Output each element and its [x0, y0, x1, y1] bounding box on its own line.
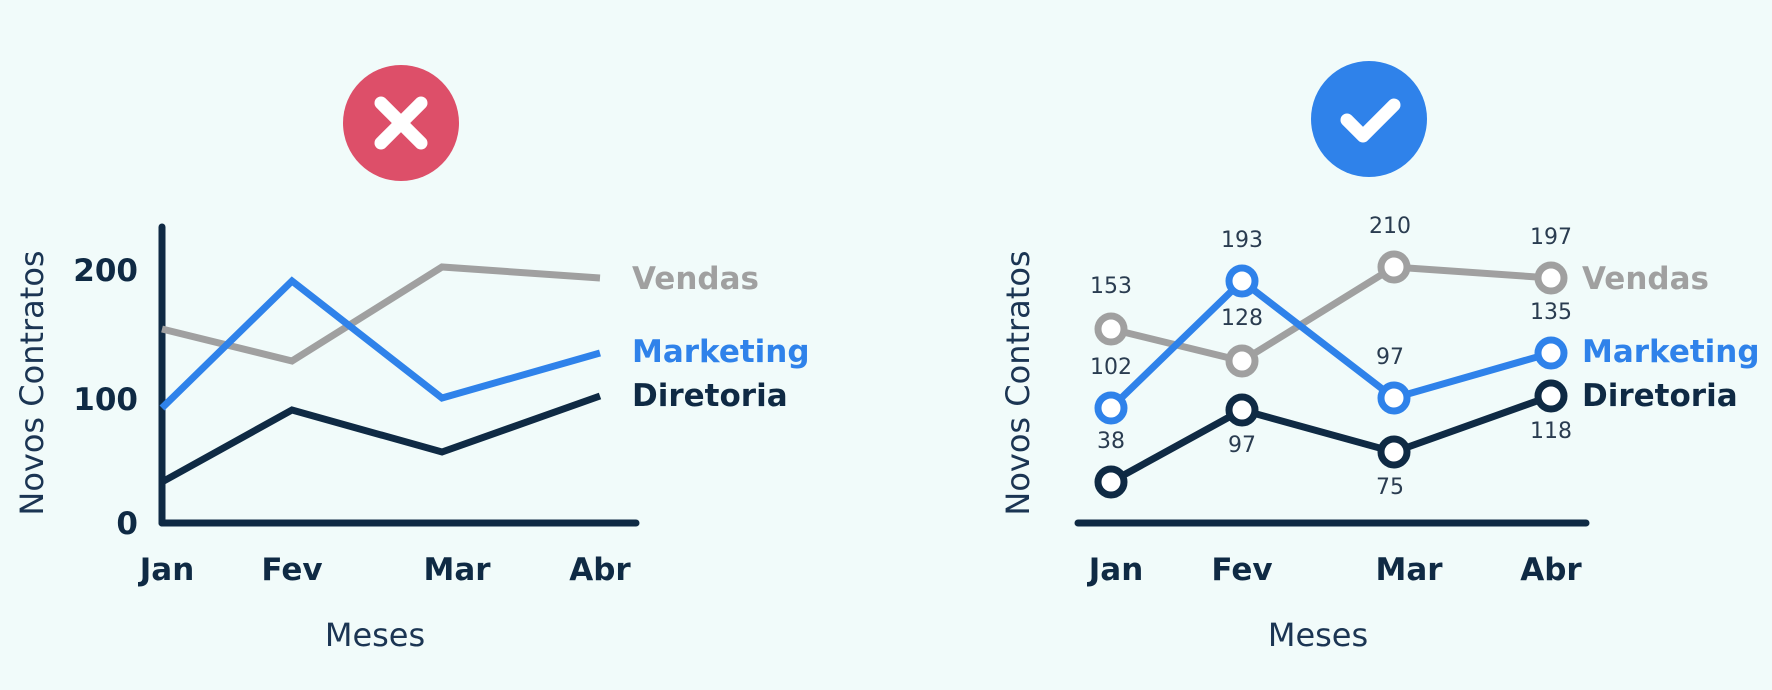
data-label: 97 [1376, 345, 1404, 370]
series-line-marketing [1108, 276, 1552, 411]
y-axis-title: Novos Contratos [999, 250, 1037, 515]
data-point [1534, 261, 1568, 295]
x-tick-label: Abr [569, 552, 631, 588]
data-label: 118 [1530, 419, 1572, 444]
data-label: 210 [1369, 214, 1411, 239]
bad-example-badge [343, 65, 459, 181]
bad-line-chart: 0 100 200 Jan Fev Mar Abr Novos Contratos Meses V… [13, 223, 810, 654]
good-line-chart: Jan Fev Mar Abr Novos Contratos Meses 153 128 21… [999, 214, 1760, 654]
data-label: 128 [1221, 306, 1263, 331]
x-axis-title: Meses [325, 616, 425, 654]
good-badge-circle [1311, 61, 1427, 177]
data-label: 97 [1228, 433, 1256, 458]
x-tick-label: Mar [1375, 552, 1443, 588]
x-tick-label: Mar [423, 552, 491, 588]
x-axis-title: Meses [1268, 616, 1368, 654]
series-label-diretoria: Diretoria [1582, 378, 1738, 414]
data-label: 193 [1221, 228, 1263, 253]
data-point [1094, 391, 1128, 425]
data-point [1534, 379, 1568, 413]
series-label-vendas: Vendas [632, 261, 759, 297]
series-label-diretoria: Diretoria [632, 378, 788, 414]
data-point [1377, 381, 1411, 415]
y-tick-label: 0 [116, 506, 138, 542]
y-tick-label: 200 [73, 253, 138, 289]
y-tick-label: 100 [73, 382, 138, 418]
close-icon [374, 96, 428, 150]
data-label: 197 [1530, 225, 1572, 250]
series-line-diretoria [1109, 392, 1553, 486]
x-tick-label: Abr [1520, 552, 1582, 588]
series-label-marketing: Marketing [1582, 334, 1760, 370]
y-axis-title: Novos Contratos [13, 250, 51, 515]
data-label: 135 [1530, 300, 1572, 325]
data-point [1225, 393, 1259, 427]
data-point [1377, 250, 1411, 284]
good-example-badge [1311, 61, 1427, 177]
data-point [1094, 312, 1128, 346]
data-point [1225, 344, 1259, 378]
data-label: 38 [1097, 429, 1125, 454]
x-tick-label: Jan [1087, 552, 1144, 588]
check-icon [1340, 98, 1401, 143]
series-label-marketing: Marketing [632, 334, 810, 370]
data-label: 102 [1090, 355, 1132, 380]
series-line-marketing [159, 276, 601, 411]
x-tick-label: Fev [1211, 552, 1272, 588]
data-point [1377, 435, 1411, 469]
data-label: 75 [1376, 475, 1404, 500]
data-label: 153 [1090, 274, 1132, 299]
data-point [1094, 465, 1128, 499]
data-point [1534, 336, 1568, 370]
data-point [1225, 264, 1259, 298]
series-label-vendas: Vendas [1582, 261, 1709, 297]
x-tick-label: Fev [261, 552, 322, 588]
series-line-diretoria [160, 392, 602, 486]
x-tick-label: Jan [138, 552, 195, 588]
